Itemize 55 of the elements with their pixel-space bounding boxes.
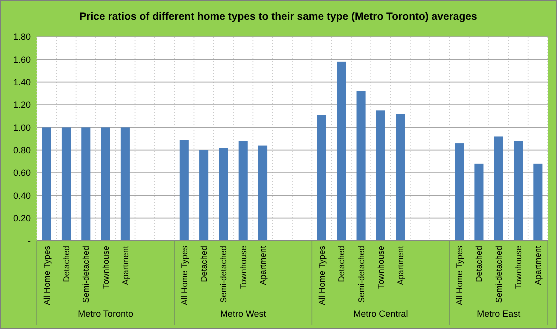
bar	[42, 128, 52, 241]
y-tick-label: 1.80	[13, 32, 31, 42]
y-tick-label: 1.00	[13, 122, 31, 133]
bar	[120, 128, 130, 241]
x-tick-label: Semi-detached	[81, 246, 92, 304]
x-tick-label: All Home Types	[179, 246, 190, 306]
bar	[534, 164, 543, 241]
bar	[238, 141, 248, 241]
bar	[514, 141, 524, 241]
y-tick-label: 1.60	[13, 54, 31, 65]
x-tick-label: Detached	[199, 246, 210, 282]
x-tick-label: Detached	[336, 246, 347, 282]
x-tick-label: Apartment	[258, 245, 268, 286]
x-tick-label: All Home Types	[454, 246, 465, 306]
bar	[317, 115, 326, 241]
y-tick-label: 0.60	[13, 168, 31, 178]
bar	[82, 128, 91, 241]
x-tick-label: Apartment	[533, 245, 544, 286]
bar	[180, 140, 189, 241]
x-tick-label: Detached	[474, 246, 484, 282]
bar	[337, 62, 346, 241]
bar	[356, 91, 366, 241]
y-tick-label: 1.40	[13, 77, 31, 88]
bar	[258, 146, 268, 241]
x-tick-label: Townhouse	[238, 246, 248, 290]
x-tick-label: Townhouse	[514, 246, 524, 290]
x-tick-label: Semi-detached	[494, 246, 504, 304]
x-tick-label: Apartment	[120, 245, 130, 286]
x-tick-label: Apartment	[396, 245, 406, 286]
y-tick-label: 1.20	[13, 100, 31, 110]
bar	[396, 114, 406, 241]
x-tick-label: Detached	[61, 246, 72, 282]
bar	[219, 148, 228, 241]
x-tick-label: Semi-detached	[218, 246, 229, 304]
x-tick-label: All Home Types	[42, 246, 52, 306]
text: Metro West	[220, 309, 267, 319]
y-tick-label: -	[28, 236, 31, 246]
text: Metro East	[477, 309, 522, 319]
bar	[62, 128, 71, 241]
text: Metro Central	[354, 309, 408, 319]
x-tick-label: All Home Types	[316, 246, 327, 306]
y-tick-label: 0.40	[13, 190, 31, 201]
x-tick-label: Semi-detached	[356, 246, 366, 304]
x-tick-label: Townhouse	[376, 246, 386, 290]
bar	[200, 150, 209, 241]
bar	[455, 144, 464, 241]
y-tick-label: 0.20	[13, 213, 31, 224]
bar	[474, 164, 484, 241]
bar	[101, 128, 110, 241]
y-tick-label: 0.80	[13, 145, 31, 156]
text: Metro Toronto	[78, 309, 134, 319]
x-tick-label: Townhouse	[100, 246, 111, 290]
chart-title: Price ratios of different home types to their same type (Metro Toronto) averages	[80, 11, 478, 23]
bar	[494, 136, 504, 241]
bar	[376, 110, 386, 241]
